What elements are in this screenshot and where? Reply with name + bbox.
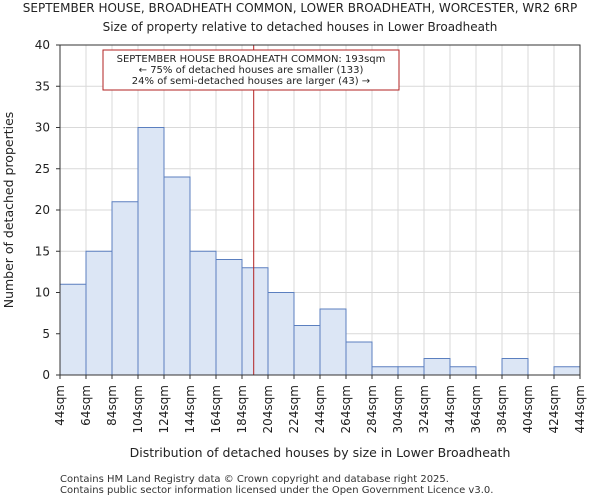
chart-subtitle: Size of property relative to detached ho… <box>103 20 498 34</box>
bar <box>501 358 529 376</box>
y-tick-label: 5 <box>42 327 50 341</box>
annotation-box: SEPTEMBER HOUSE BROADHEATH COMMON: 193sq… <box>102 49 400 91</box>
x-tick-label: 304sqm <box>391 385 405 433</box>
x-tick-label: 44sqm <box>53 385 67 426</box>
bar <box>267 292 295 376</box>
bar <box>215 259 243 376</box>
bar <box>293 325 321 376</box>
bar <box>189 250 217 376</box>
y-tick-label: 20 <box>35 203 50 217</box>
annotation-line-1: SEPTEMBER HOUSE BROADHEATH COMMON: 193sq… <box>117 54 386 65</box>
x-tick-label: 264sqm <box>339 385 353 433</box>
x-tick-label: 284sqm <box>365 385 379 433</box>
x-axis-label: Distribution of detached houses by size … <box>130 445 511 460</box>
bar <box>319 308 347 376</box>
x-tick-label: 424sqm <box>547 385 561 433</box>
x-tick-label: 244sqm <box>313 385 327 433</box>
x-tick-label: 344sqm <box>443 385 457 433</box>
x-tick-label: 104sqm <box>131 385 145 433</box>
bar <box>85 250 113 376</box>
x-tick-label: 364sqm <box>469 385 483 433</box>
y-tick-label: 15 <box>35 244 50 258</box>
y-tick-label: 10 <box>35 286 50 300</box>
bar <box>111 201 139 376</box>
x-tick-label: 84sqm <box>105 385 119 426</box>
y-tick-label: 35 <box>35 79 50 93</box>
footer-line-1: Contains HM Land Registry data © Crown c… <box>60 474 449 485</box>
x-tick-label: 384sqm <box>495 385 509 433</box>
x-tick-label: 124sqm <box>157 385 171 433</box>
bar <box>371 366 399 376</box>
x-tick-label: 184sqm <box>235 385 249 433</box>
y-tick-label: 30 <box>35 121 50 135</box>
plot-frame <box>59 44 581 376</box>
bar <box>345 341 373 376</box>
x-tick-label: 224sqm <box>287 385 301 433</box>
x-tick-label: 64sqm <box>79 385 93 426</box>
bar <box>241 267 269 376</box>
x-tick-label: 324sqm <box>417 385 431 433</box>
y-axis-label: Number of detached properties <box>1 112 16 309</box>
y-tick-label: 40 <box>35 38 50 52</box>
bars-group <box>59 127 581 376</box>
y-tick-label: 0 <box>42 368 50 382</box>
bar <box>449 366 477 376</box>
bar <box>59 283 87 376</box>
x-tick-label: 444sqm <box>573 385 587 433</box>
annotation-line-2: ← 75% of detached houses are smaller (13… <box>139 65 364 76</box>
y-axis-ticks: 0 5 10 15 20 25 30 35 40 <box>35 38 60 382</box>
annotation-line-3: 24% of semi-detached houses are larger (… <box>132 76 370 87</box>
y-tick-label: 25 <box>35 162 50 176</box>
footer-line-2: Contains public sector information licen… <box>60 485 494 496</box>
bar <box>397 366 425 376</box>
bar <box>423 358 451 376</box>
chart-title: SEPTEMBER HOUSE, BROADHEATH COMMON, LOWE… <box>23 1 577 15</box>
x-tick-label: 404sqm <box>521 385 535 433</box>
x-tick-label: 204sqm <box>261 385 275 433</box>
x-axis-ticks: 44sqm 64sqm 84sqm 104sqm 124sqm 144sqm 164sqm 1… <box>53 375 587 433</box>
bar <box>553 366 581 376</box>
x-tick-label: 144sqm <box>183 385 197 433</box>
x-tick-label: 164sqm <box>209 385 223 433</box>
bar <box>163 176 191 376</box>
bar <box>137 127 165 376</box>
